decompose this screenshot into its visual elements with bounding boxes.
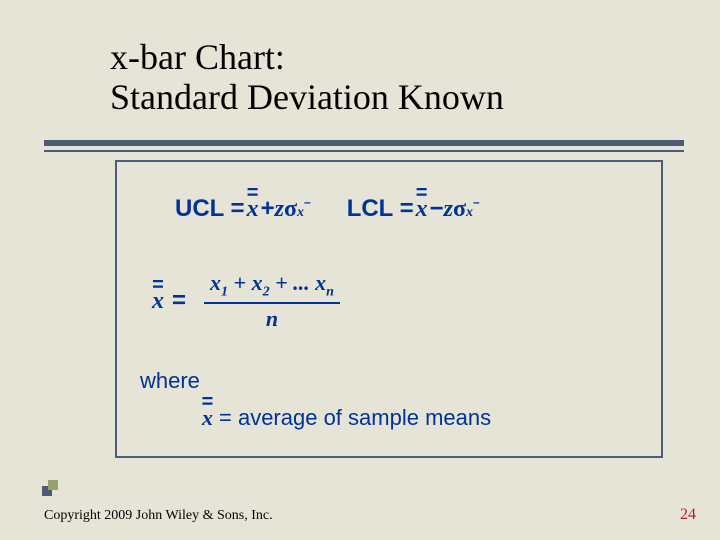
title-line-1: x-bar Chart: (110, 38, 504, 78)
denominator: n (260, 304, 284, 332)
sigma-sub-bar-2: – (473, 195, 480, 209)
x-double-bar-legend: x (200, 405, 215, 431)
lcl-formula: LCL = x − z σ x – (347, 195, 480, 223)
plus-sign: + (261, 195, 275, 223)
x-double-bar-2: x (414, 196, 430, 223)
xn: x (315, 270, 326, 295)
divider-thin (44, 150, 684, 152)
legend-text: = average of sample means (219, 405, 491, 431)
where-label: where (140, 368, 200, 394)
limits-row: UCL = x + z σ x – LCL = x − z σ x – (175, 195, 480, 223)
fraction: x1 + x2 + ... xn n (204, 270, 340, 332)
x2: x (252, 270, 263, 295)
dots: + ... (270, 270, 316, 295)
sigma-sub-x-2: x (466, 205, 473, 221)
p1: + (228, 270, 252, 295)
equals: = (172, 287, 186, 315)
sn: n (326, 284, 334, 299)
ucl-formula: UCL = x + z σ x – (175, 195, 311, 223)
s2: 2 (263, 284, 270, 299)
numerator: x1 + x2 + ... xn (204, 270, 340, 302)
mean-formula: x = x1 + x2 + ... xn n (150, 270, 340, 332)
sigma-2: σ (453, 196, 466, 223)
corner-icon (42, 480, 58, 496)
page-number: 24 (680, 506, 696, 524)
slide-title: x-bar Chart: Standard Deviation Known (110, 38, 504, 117)
lcl-label: LCL = (347, 195, 414, 223)
sigma: σ (284, 196, 297, 223)
x-double-bar: x (245, 196, 261, 223)
legend-row: x = average of sample means (200, 405, 491, 431)
s1: 1 (221, 284, 228, 299)
sigma-sub-x: x (297, 205, 304, 221)
copyright-text: Copyright 2009 John Wiley & Sons, Inc. (44, 508, 273, 524)
x1: x (210, 270, 221, 295)
divider-thick (44, 140, 684, 146)
minus-sign: − (430, 195, 444, 223)
z-term-2: z (444, 196, 453, 223)
ucl-label: UCL = (175, 195, 245, 223)
title-line-2: Standard Deviation Known (110, 78, 504, 118)
z-term: z (275, 196, 284, 223)
x-double-bar-lhs: x (150, 288, 166, 315)
lhs: x = (150, 287, 186, 315)
sigma-sub-bar: – (304, 195, 311, 209)
